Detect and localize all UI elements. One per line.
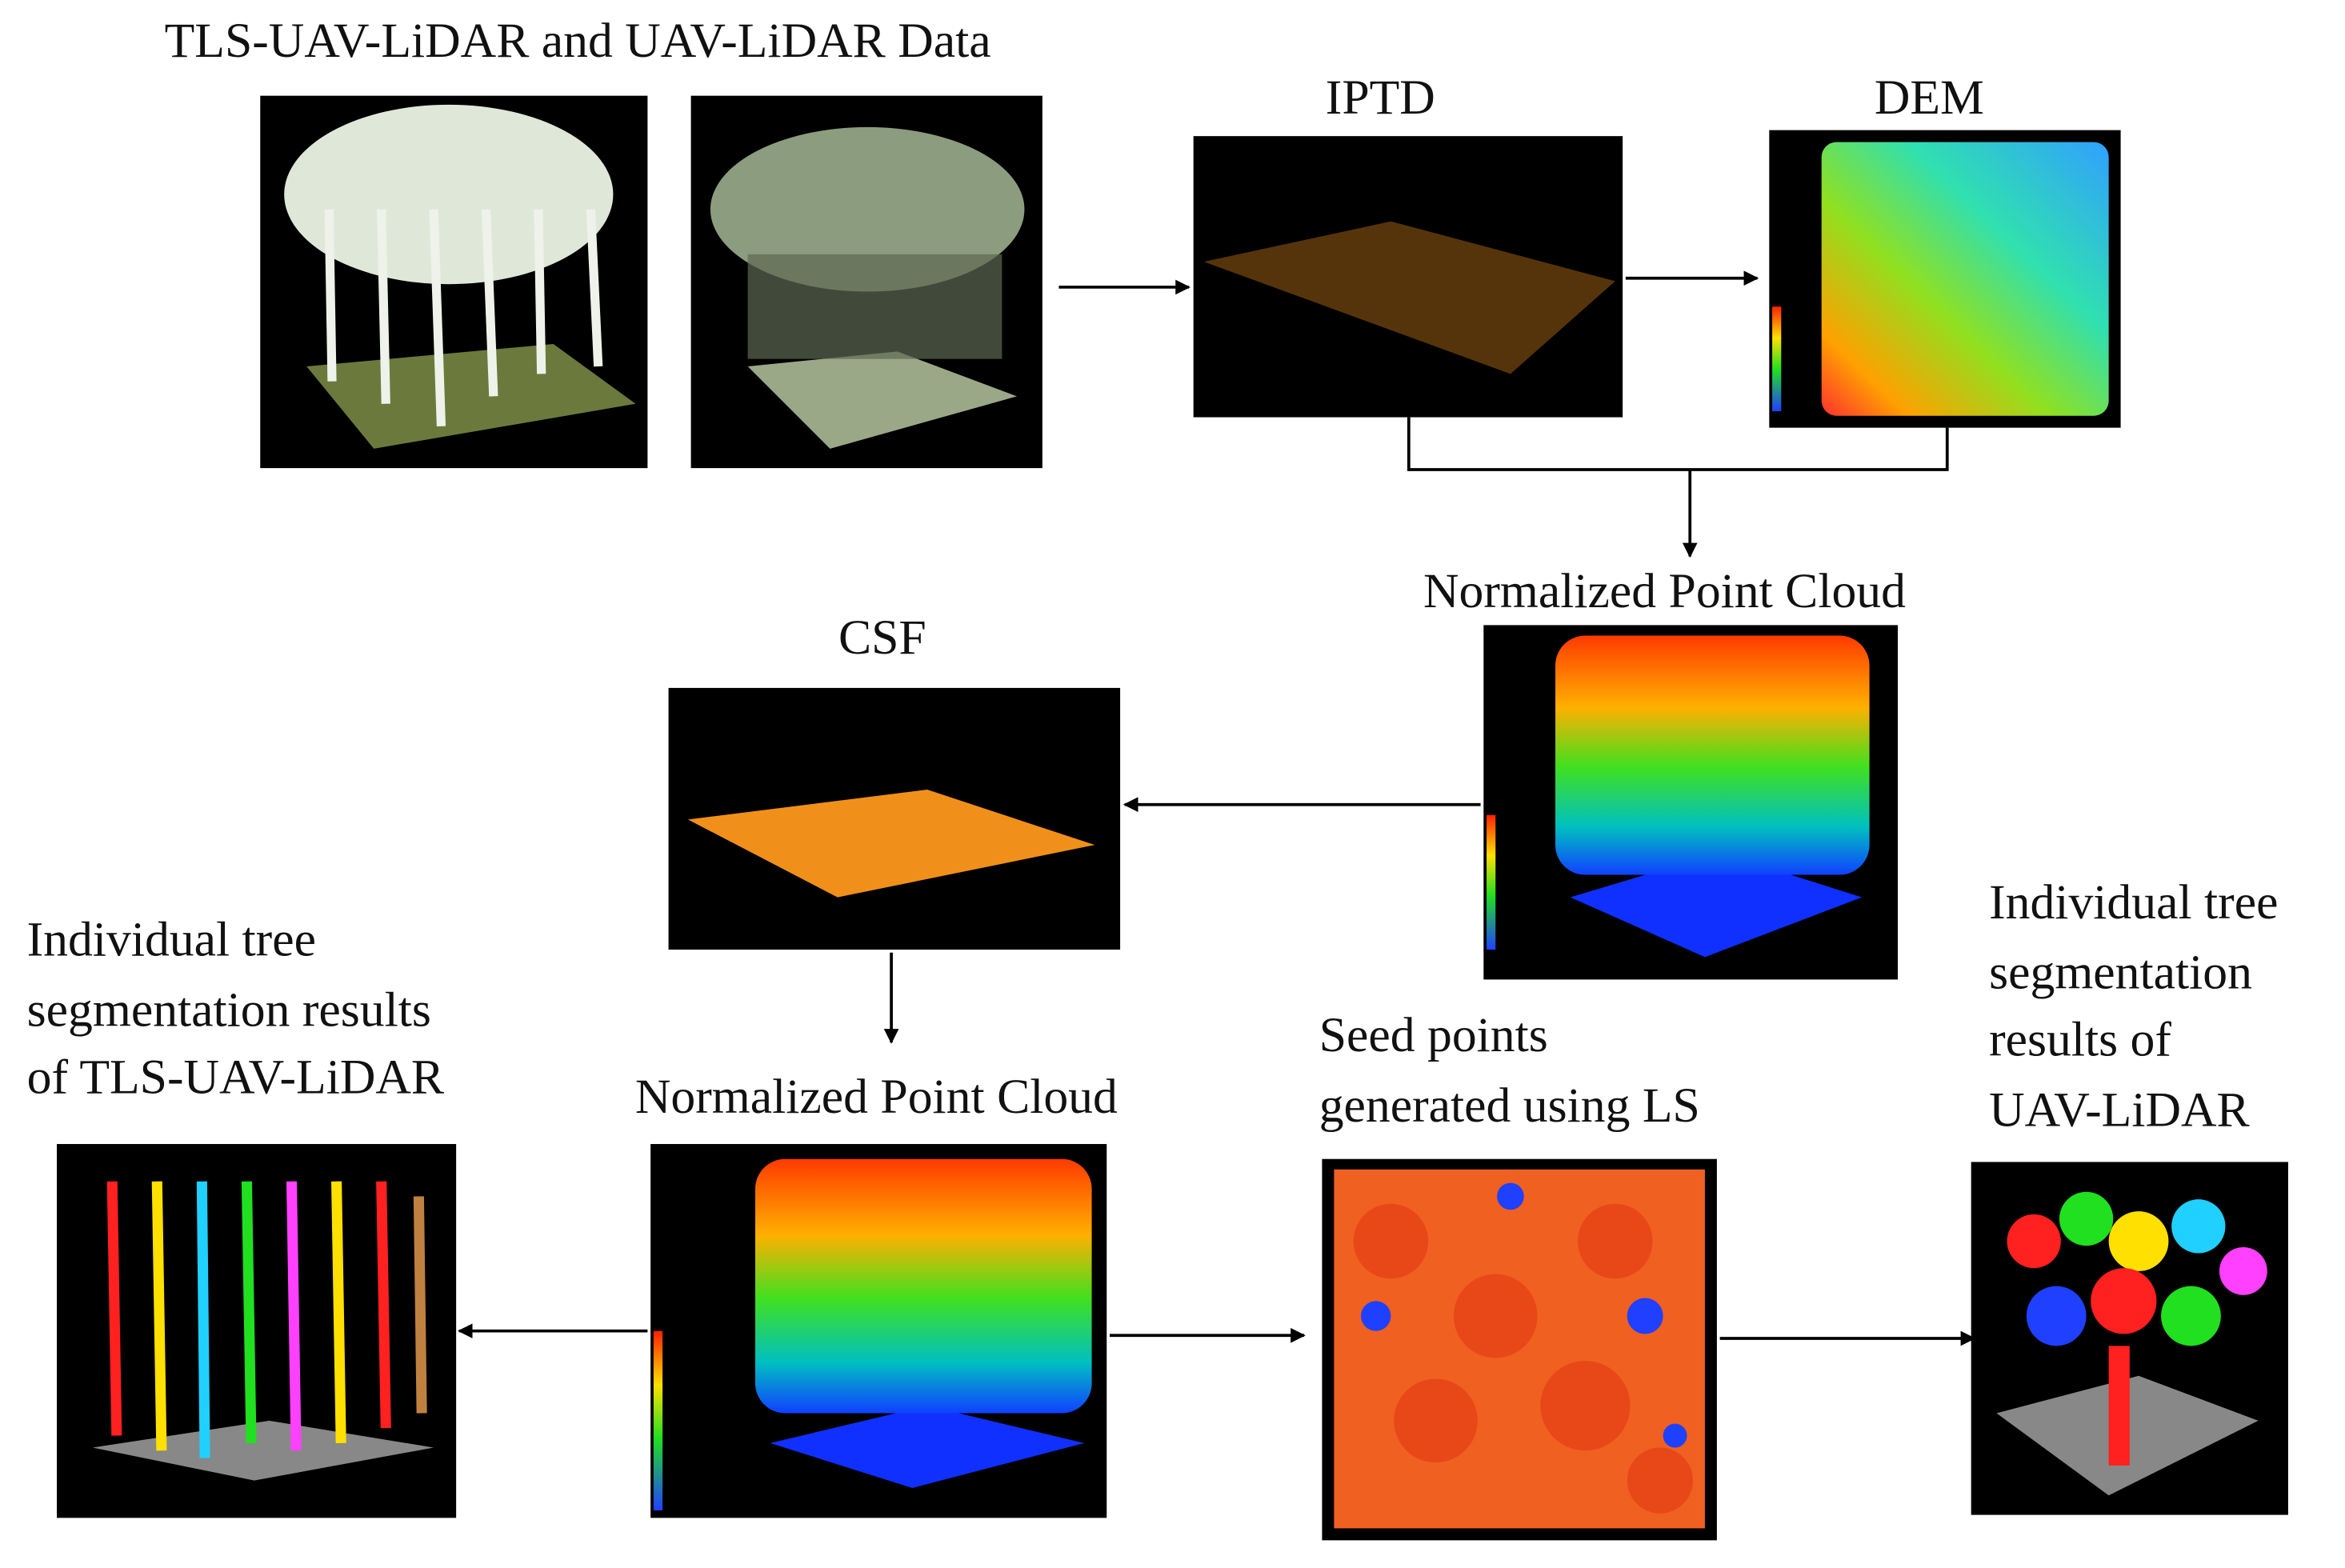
tls-image — [260, 95, 648, 469]
title: TLS-UAV-LiDAR and UAV-LiDAR Data — [165, 14, 991, 68]
csf-image — [668, 687, 1121, 950]
normalized-image — [1483, 625, 1899, 980]
node-label: CSF — [838, 610, 926, 665]
connector — [1407, 417, 1949, 471]
node-label: Normalized Point Cloud — [1423, 564, 1906, 618]
node-label: IPTD — [1326, 70, 1435, 125]
dem-image — [1769, 130, 2121, 428]
node-label: of TLS-UAV-LiDAR — [27, 1050, 445, 1104]
node-label: UAV-LiDAR — [1989, 1083, 2250, 1138]
seed-image — [1322, 1158, 1717, 1541]
node-label: results of — [1989, 1013, 2171, 1067]
node-label: Normalized Point Cloud — [635, 1070, 1118, 1124]
node-label: Individual tree — [1989, 875, 2278, 930]
node-label: segmentation results — [27, 982, 431, 1037]
node-label: DEM — [1875, 70, 1984, 125]
uav-image — [690, 95, 1042, 469]
node-label: segmentation — [1989, 946, 2252, 1000]
iptd-image — [1193, 136, 1623, 418]
normalized-image — [650, 1144, 1107, 1518]
tls-segmentation-image — [57, 1144, 457, 1518]
uav-segmentation-image — [1971, 1162, 2288, 1515]
node-label: Seed points — [1319, 1008, 1548, 1062]
node-label: Individual tree — [27, 912, 316, 966]
node-label: generated using LS — [1319, 1078, 1700, 1133]
